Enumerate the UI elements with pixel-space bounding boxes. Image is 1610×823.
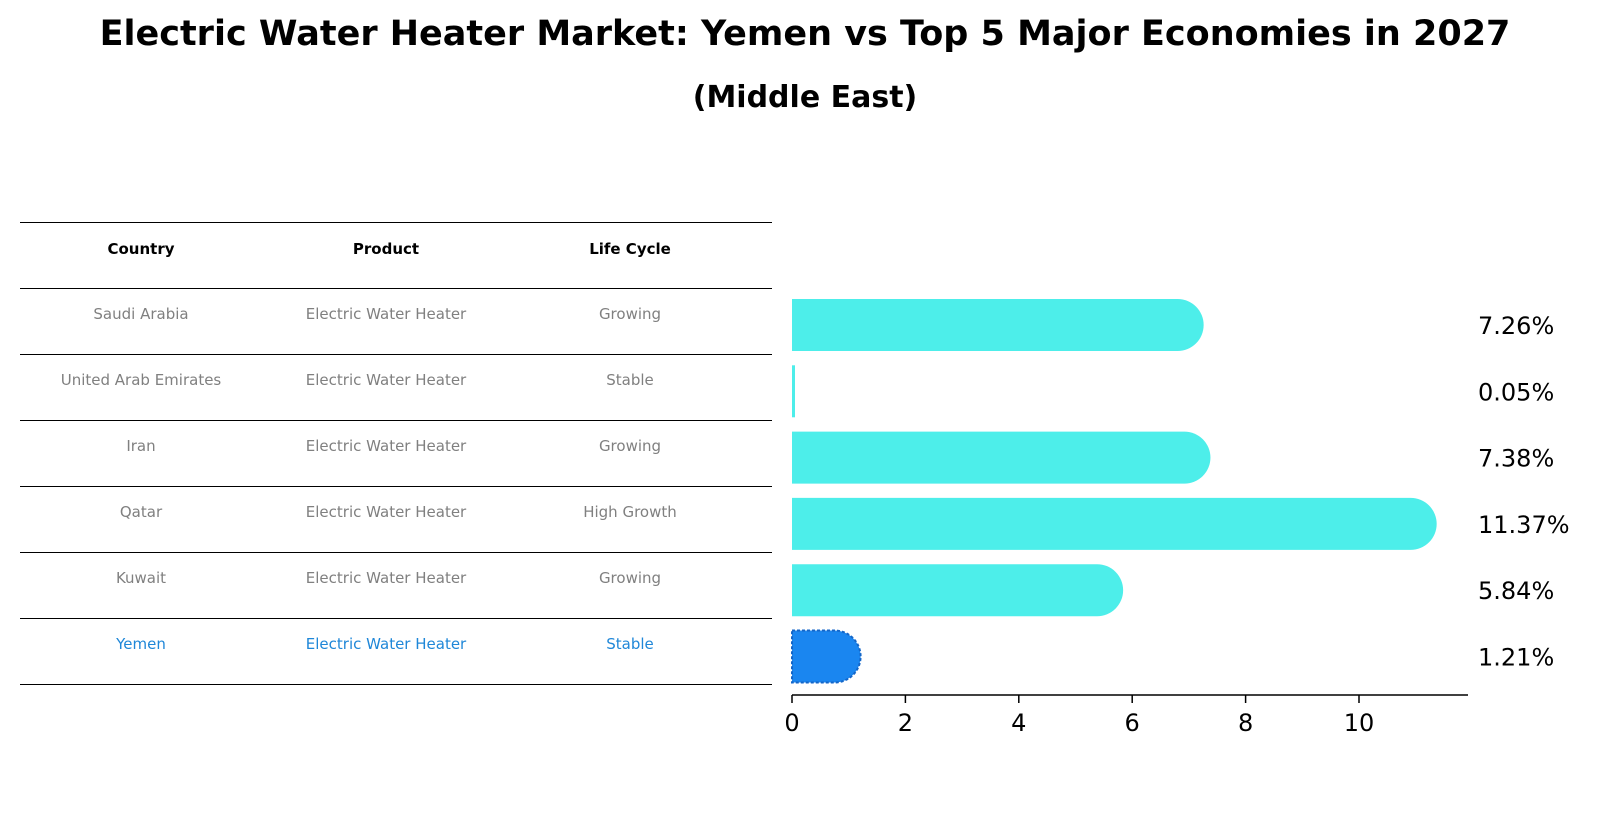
bar-kuwait [792, 564, 1124, 617]
x-tick-label: 8 [1238, 709, 1253, 737]
table-rule [20, 354, 772, 355]
chart-title: Electric Water Heater Market: Yemen vs T… [99, 14, 1511, 54]
table-rule [20, 222, 772, 223]
bar-value-label: 7.38% [1478, 445, 1554, 473]
cell-life-cycle: Growing [598, 305, 662, 323]
cell-life-cycle-highlight: Stable [606, 635, 654, 653]
table-rule [20, 684, 772, 685]
header-country: Country [107, 240, 175, 258]
cell-country: United Arab Emirates [60, 371, 222, 389]
bar-value-label: 11.37% [1478, 511, 1570, 539]
cell-product: Electric Water Heater [305, 503, 467, 521]
table-rule [20, 288, 772, 289]
cell-life-cycle: Growing [598, 569, 662, 587]
table-rule [20, 486, 772, 487]
header-life-cycle: Life Cycle [589, 240, 671, 258]
chart-subtitle: (Middle East) [692, 80, 918, 115]
bar-value-label: 1.21% [1478, 644, 1554, 672]
cell-country: Qatar [119, 503, 163, 521]
bar-yemen [791, 629, 862, 684]
cell-life-cycle: High Growth [583, 503, 677, 521]
bar-iran [792, 431, 1211, 484]
table-rule [20, 552, 772, 553]
bar-value-label: 0.05% [1478, 378, 1554, 406]
x-tick-label: 6 [1125, 709, 1140, 737]
x-tick-label: 2 [898, 709, 913, 737]
x-tick-label: 0 [784, 709, 799, 737]
cell-product: Electric Water Heater [305, 305, 467, 323]
table-rule [20, 420, 772, 421]
table-rule [20, 618, 772, 619]
bar-saudi-arabia [792, 299, 1204, 351]
cell-country: Iran [126, 437, 156, 455]
cell-country: Kuwait [115, 569, 167, 587]
bar-united-arab-emirates [792, 365, 795, 418]
cell-product: Electric Water Heater [305, 437, 467, 455]
cell-product: Electric Water Heater [305, 569, 467, 587]
cell-product-highlight: Electric Water Heater [305, 635, 467, 653]
cell-country: Saudi Arabia [93, 305, 189, 323]
bar-qatar [792, 497, 1437, 550]
header-product: Product [352, 240, 420, 258]
bar-value-label: 7.26% [1478, 312, 1554, 340]
cell-country-highlight: Yemen [116, 635, 166, 653]
cell-life-cycle: Stable [606, 371, 654, 389]
cell-life-cycle: Growing [598, 437, 662, 455]
x-tick-label: 10 [1344, 709, 1375, 737]
x-tick-label: 4 [1011, 709, 1026, 737]
bar-value-label: 5.84% [1478, 577, 1554, 605]
cell-product: Electric Water Heater [305, 371, 467, 389]
